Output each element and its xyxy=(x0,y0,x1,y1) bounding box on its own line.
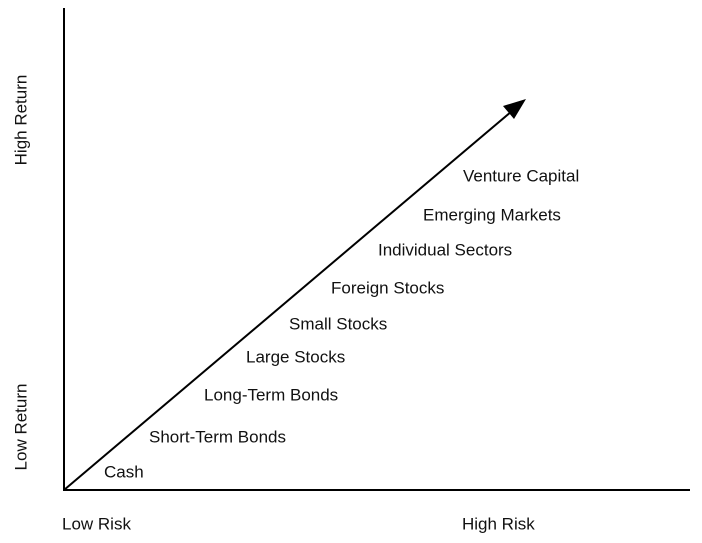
asset-label: Venture Capital xyxy=(463,166,579,185)
asset-label: Short-Term Bonds xyxy=(149,427,286,446)
asset-label: Long-Term Bonds xyxy=(204,385,338,404)
trend-arrow-head xyxy=(503,99,526,119)
trend-arrow-line xyxy=(63,110,513,491)
asset-label: Large Stocks xyxy=(246,347,345,366)
asset-label: Cash xyxy=(104,462,144,481)
asset-label: Small Stocks xyxy=(289,314,387,333)
x-axis-high-label: High Risk xyxy=(462,514,535,533)
x-axis-low-label: Low Risk xyxy=(62,514,131,533)
asset-label: Emerging Markets xyxy=(423,205,561,224)
y-axis-low-label: Low Return xyxy=(11,384,30,471)
asset-label: Foreign Stocks xyxy=(331,278,444,297)
asset-label: Individual Sectors xyxy=(378,240,512,259)
y-axis-high-label: High Return xyxy=(11,75,30,166)
